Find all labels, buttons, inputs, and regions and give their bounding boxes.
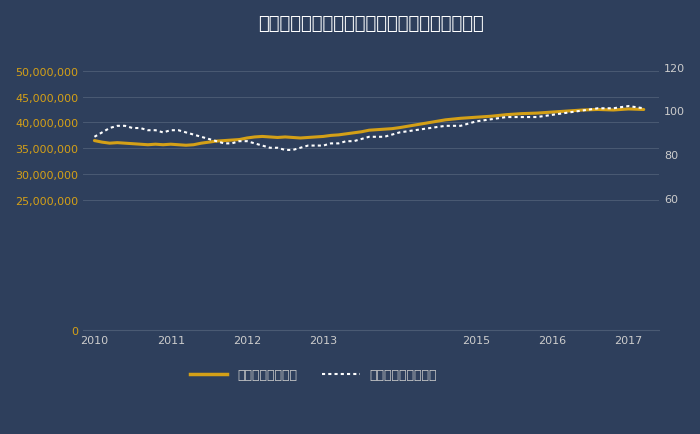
Legend: リーウェイズ指数, 不動研住宅価格指数: リーウェイズ指数, 不動研住宅価格指数 bbox=[185, 363, 442, 386]
Title: リーウェイズ指数と不動研住宅価格指数の推移: リーウェイズ指数と不動研住宅価格指数の推移 bbox=[258, 15, 484, 33]
